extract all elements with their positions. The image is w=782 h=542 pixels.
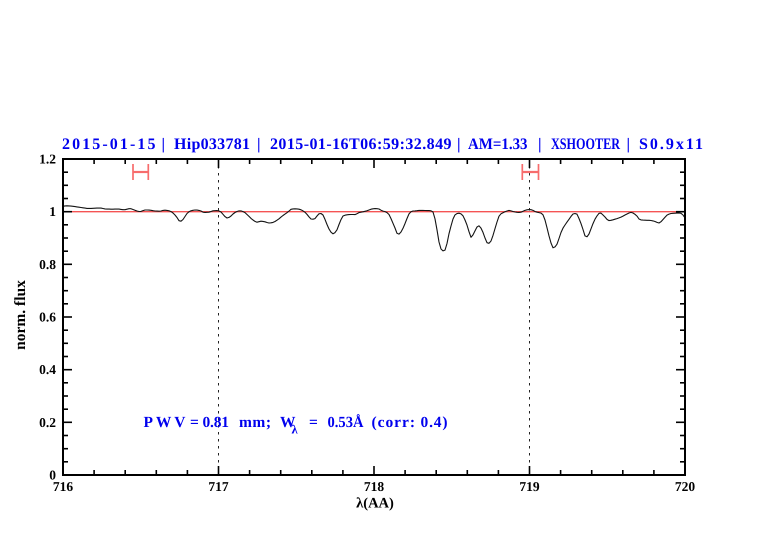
svg-text:0.6: 0.6 [39, 310, 56, 325]
svg-text:718: 718 [364, 479, 385, 494]
svg-text:719: 719 [519, 479, 540, 494]
svg-text:norm. flux: norm. flux [12, 280, 29, 350]
svg-text:2015-01-15|Hip033781|2015-01-1: 2015-01-15 | Hip033781 | 2015-01-16T06:59:32… [62, 136, 703, 153]
svg-text:λ(AA): λ(AA) [356, 496, 394, 512]
svg-text:0.8: 0.8 [39, 257, 56, 272]
svg-text:720: 720 [675, 479, 696, 494]
svg-text:1.2: 1.2 [39, 152, 56, 167]
svg-text:717: 717 [208, 479, 229, 494]
svg-text:1: 1 [49, 204, 56, 219]
svg-text:716: 716 [53, 479, 74, 494]
svg-text:0: 0 [49, 468, 56, 483]
svg-text:0.4: 0.4 [39, 362, 56, 377]
svg-text:0.2: 0.2 [39, 415, 56, 430]
